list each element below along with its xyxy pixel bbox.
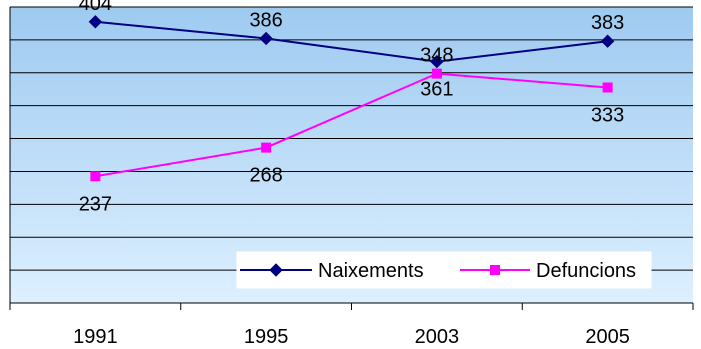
- legend-label: Defuncions: [536, 260, 636, 282]
- data-point-diamond: [269, 263, 283, 277]
- data-point-diamond: [259, 31, 273, 46]
- series-layer: [88, 15, 615, 182]
- data-point-square: [261, 142, 272, 153]
- x-axis: 1991 1995 2003 2005: [9, 7, 694, 348]
- legend: Naixements Defuncions: [236, 251, 652, 289]
- data-point-diamond: [430, 54, 444, 69]
- data-label: 361: [420, 79, 453, 101]
- data-point-square: [602, 82, 613, 93]
- data-label: 404: [79, 0, 112, 15]
- gridlines: [10, 6, 693, 271]
- data-label: 333: [591, 104, 624, 126]
- data-point-diamond: [600, 34, 615, 48]
- data-point-square: [90, 171, 101, 182]
- data-label: 348: [420, 45, 453, 67]
- data-label: 268: [249, 165, 282, 187]
- data-labels: 404 386 361 383 237 268 348 333: [79, 0, 625, 215]
- x-tick-label: 1995: [244, 326, 289, 348]
- x-tick-label: 1991: [73, 326, 118, 348]
- x-tick-label: 2003: [415, 326, 460, 348]
- x-tick-label: 2005: [585, 326, 630, 348]
- series-line: [95, 20, 608, 63]
- data-label: 383: [591, 12, 624, 34]
- legend-label: Naixements: [318, 260, 424, 282]
- data-label: 386: [249, 9, 282, 31]
- series-line: [95, 72, 608, 178]
- data-label: 237: [79, 193, 112, 215]
- data-point-square: [490, 265, 500, 275]
- data-point-square: [431, 68, 442, 79]
- data-point-diamond: [88, 15, 103, 29]
